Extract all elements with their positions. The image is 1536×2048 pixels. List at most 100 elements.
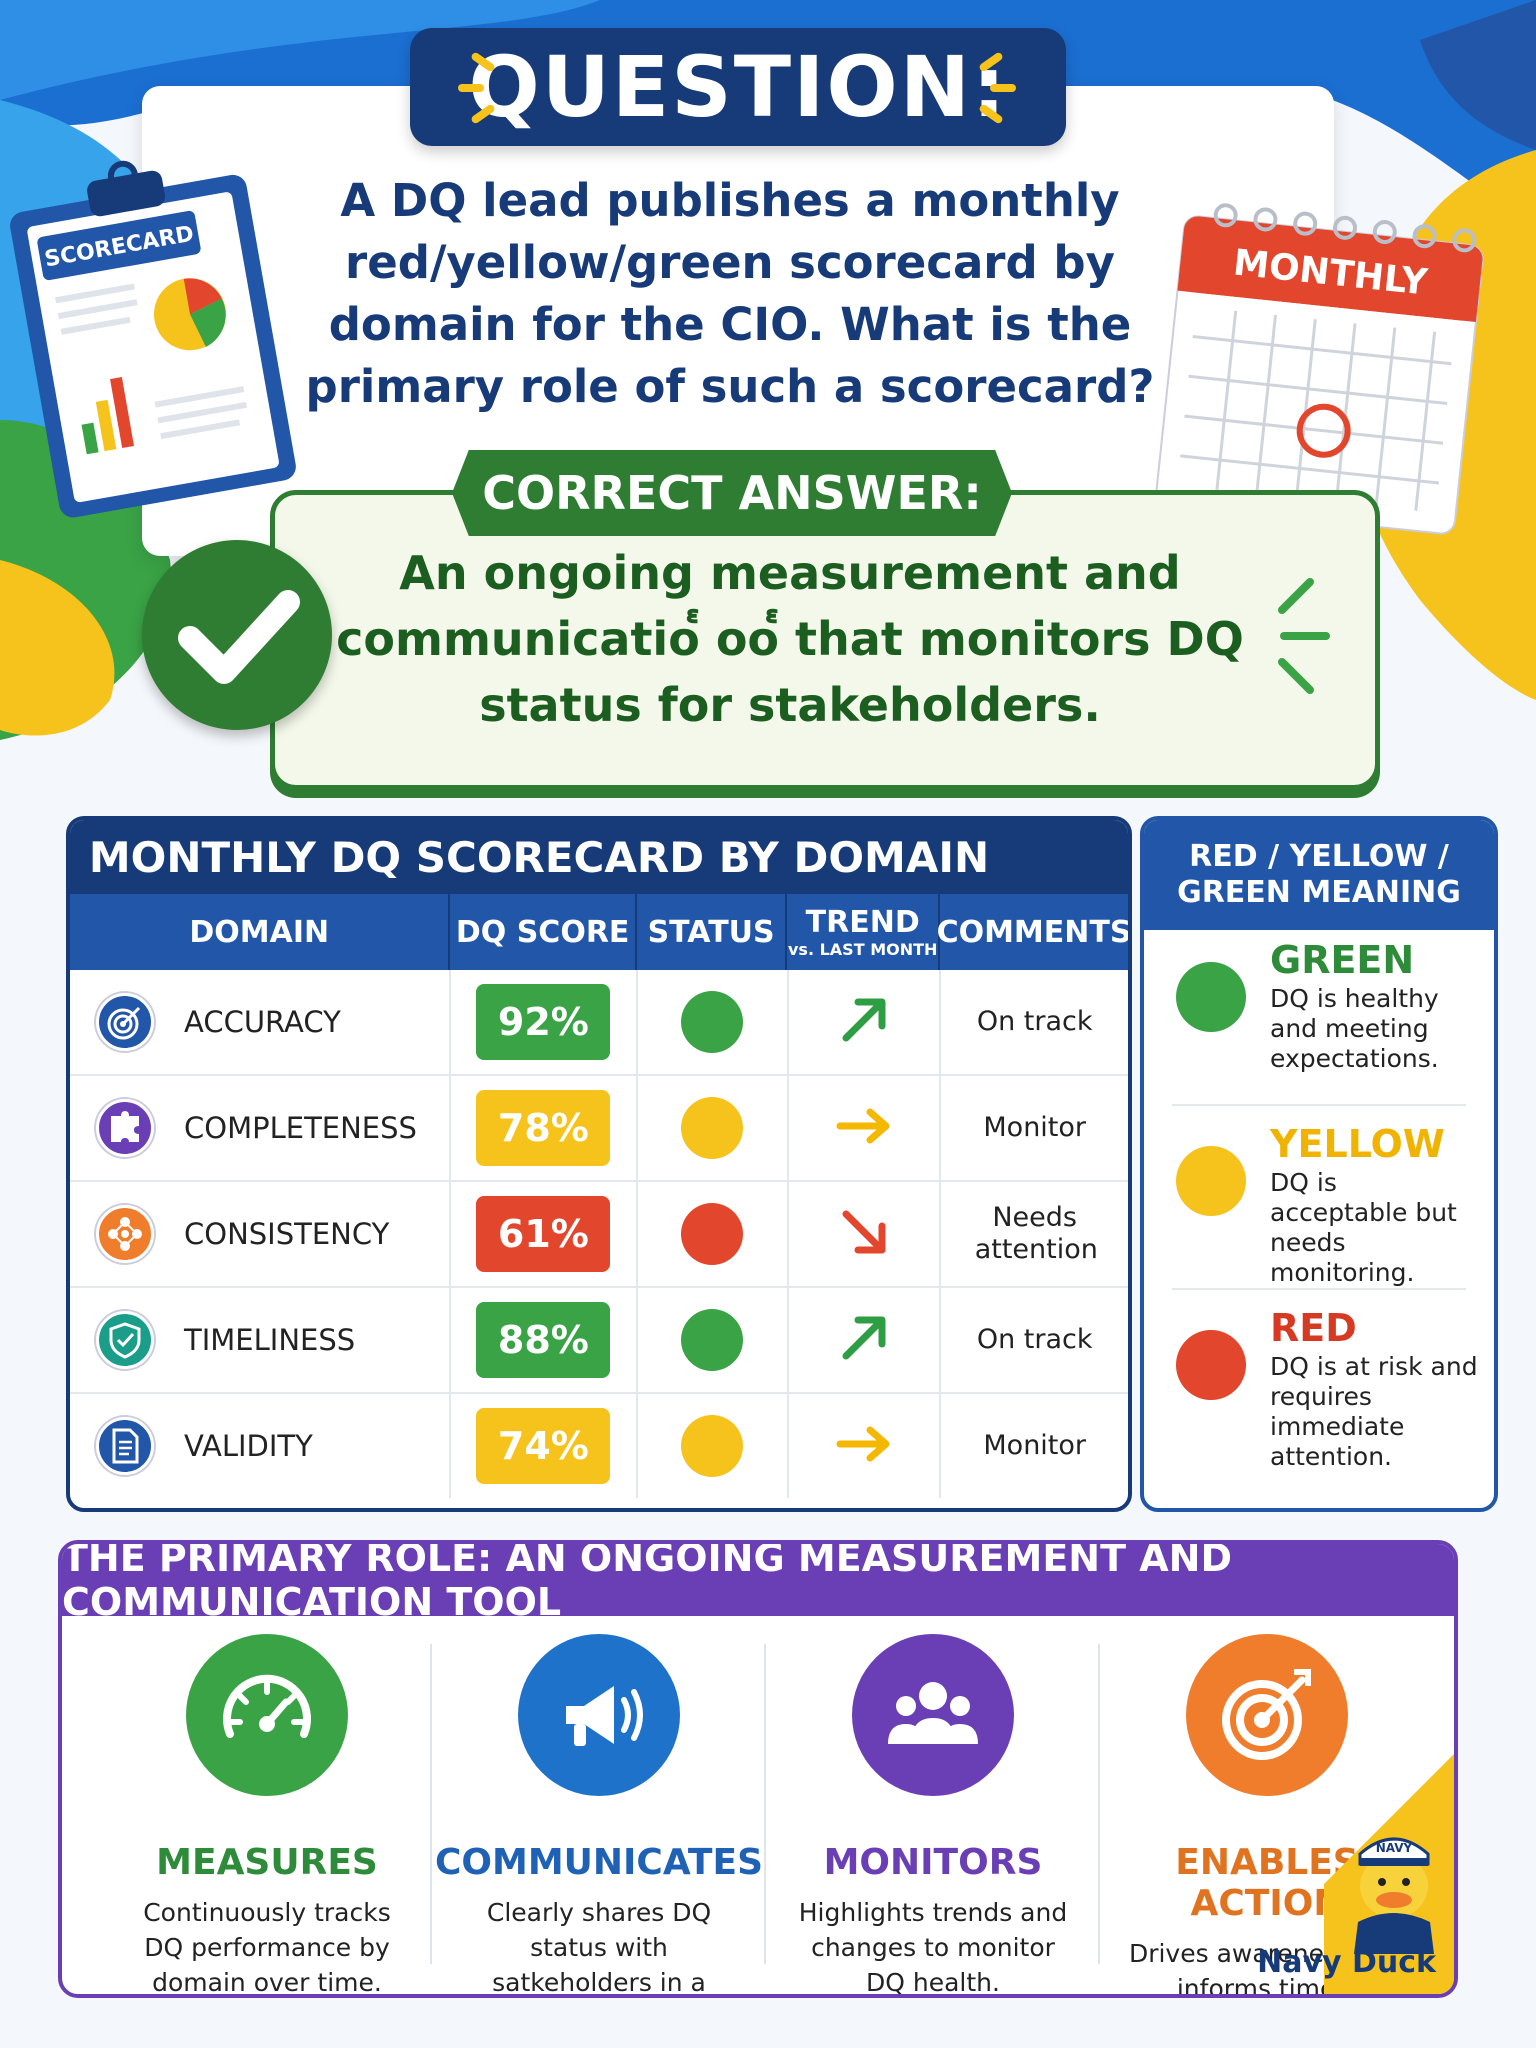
table-row: VALIDITY 74% Monitor <box>70 1394 1128 1498</box>
comment-text: On track <box>976 1006 1093 1037</box>
answer-box <box>270 490 1380 790</box>
legend-item-green: GREEN DQ is healthy and meeting expectat… <box>1144 938 1494 1120</box>
header-score: DQ SCORE <box>450 894 637 970</box>
comment-cell: Monitor <box>941 1394 1128 1498</box>
role-name: MEASURES <box>156 1842 378 1883</box>
duck-hat-text: NAVY <box>1376 1841 1413 1855</box>
domain-label: VALIDITY <box>184 1429 313 1463</box>
header-comments-label: COMMENTS <box>936 914 1132 950</box>
primary-role-title: THE PRIMARY ROLE: AN ONGOING MEASUREMENT… <box>62 1544 1454 1624</box>
legend-name: YELLOW <box>1270 1122 1445 1166</box>
header-score-label: DQ SCORE <box>455 914 630 950</box>
megaphone-icon <box>518 1634 680 1796</box>
question-banner: QUESTION: <box>410 28 1066 146</box>
sparkle-left-2 <box>458 84 484 92</box>
score-cell: 78% <box>451 1076 638 1180</box>
status-cell <box>638 1288 789 1392</box>
legend-description: DQ is at risk and requires immediate att… <box>1270 1352 1478 1471</box>
legend-description: DQ is acceptable but needs monitoring. <box>1270 1168 1457 1287</box>
comment-cell: On track <box>941 1288 1128 1392</box>
header-trend: TREND vs. LAST MONTH <box>787 894 941 970</box>
role-divider <box>1098 1644 1100 1964</box>
document-icon <box>96 1417 154 1475</box>
target-icon <box>96 993 154 1051</box>
puzzle-icon <box>96 1099 154 1157</box>
domain-label: TIMELINESS <box>184 1323 356 1357</box>
status-dot-green <box>681 991 744 1053</box>
header-status-label: STATUS <box>647 914 775 950</box>
legend-dot <box>1176 962 1246 1032</box>
header-comments: COMMENTS <box>937 894 1128 970</box>
comment-text: On track <box>976 1324 1093 1355</box>
trend-flat-arrow-icon <box>832 1412 896 1481</box>
role-name: ENABLES ACTION <box>1175 1842 1359 1924</box>
score-badge: 88% <box>476 1302 611 1378</box>
domain-cell: TIMELINESS <box>70 1288 452 1392</box>
role-description: Highlights trends and changes to monitor… <box>798 1898 1068 1997</box>
trend-flat-arrow-icon <box>832 1094 896 1163</box>
table-row: CONSISTENCY 61% Needs attention <box>70 1182 1128 1288</box>
network-icon <box>96 1205 154 1263</box>
score-badge: 92% <box>476 984 611 1060</box>
score-cell: 88% <box>451 1288 638 1392</box>
score-cell: 92% <box>451 970 638 1074</box>
domain-label: ACCURACY <box>184 1005 341 1039</box>
legend-description: DQ is healthy and meeting expectations. <box>1270 984 1439 1073</box>
score-badge: 74% <box>476 1408 611 1484</box>
header-domain-label: DOMAIN <box>189 914 330 950</box>
domain-cell: CONSISTENCY <box>70 1182 452 1286</box>
scorecard-title: MONTHLY DQ SCORECARD BY DOMAIN <box>70 820 1128 894</box>
brand-label: Navy Duck <box>1257 1945 1436 1980</box>
role-name: COMMUNICATES <box>435 1842 763 1883</box>
status-dot-yellow <box>681 1415 744 1477</box>
table-row: COMPLETENESS 78% Monitor <box>70 1076 1128 1182</box>
header-domain: DOMAIN <box>70 894 451 970</box>
score-badge: 78% <box>476 1090 611 1166</box>
legend-divider <box>1172 1288 1466 1290</box>
sparkle-right-2 <box>990 84 1016 92</box>
legend-dot <box>1176 1330 1246 1400</box>
scorecard-header-row: DOMAIN DQ SCORE STATUS TREND vs. LAST MO… <box>70 894 1128 970</box>
domain-cell: COMPLETENESS <box>70 1076 452 1180</box>
role-divider <box>430 1644 432 1964</box>
comment-text: Monitor <box>983 1430 1087 1461</box>
legend-item-yellow: YELLOW DQ is acceptable but needs monito… <box>1144 1122 1494 1304</box>
comment-cell: Needs attention <box>941 1182 1128 1286</box>
status-cell <box>638 970 789 1074</box>
legend-dot <box>1176 1146 1246 1216</box>
role-description: Clearly shares DQ status with satkeholde… <box>486 1898 712 1997</box>
duck-mascot-icon: NAVY <box>1324 1754 1454 1994</box>
primary-role-section: THE PRIMARY ROLE: AN ONGOING MEASUREMENT… <box>58 1540 1458 1998</box>
trend-cell <box>789 1076 942 1180</box>
trend-cell <box>789 970 942 1074</box>
table-row: TIMELINESS 88% On track <box>70 1288 1128 1394</box>
header-trend-sublabel: vs. LAST MONTH <box>788 940 938 959</box>
comment-text: Needs attention <box>974 1202 1098 1265</box>
answer-sparkle-icon <box>1278 578 1330 694</box>
legend-item-red: RED DQ is at risk and requires immediate… <box>1144 1306 1494 1488</box>
trend-up-arrow-icon <box>832 1306 896 1375</box>
speedometer-icon <box>186 1634 348 1796</box>
shield-icon <box>96 1311 154 1369</box>
trend-cell <box>789 1288 942 1392</box>
scorecard-body: ACCURACY 92% On track COMPLETENESS 78% M… <box>70 970 1128 1498</box>
domain-cell: ACCURACY <box>70 970 452 1074</box>
trend-down-arrow-icon <box>832 1200 896 1269</box>
score-badge: 61% <box>476 1196 611 1272</box>
target-icon <box>1186 1634 1348 1796</box>
status-dot-yellow <box>681 1097 744 1159</box>
comment-cell: On track <box>941 970 1128 1074</box>
monthly-calendar-icon: MONTHLY <box>1155 203 1484 535</box>
domain-label: CONSISTENCY <box>184 1217 390 1251</box>
role-name: MONITORS <box>823 1842 1043 1883</box>
domain-cell: VALIDITY <box>70 1394 452 1498</box>
legend-name: GREEN <box>1270 938 1415 982</box>
answer-banner: CORRECT ANSWER: <box>452 450 1012 536</box>
question-heading: QUESTION: <box>468 38 1008 136</box>
header-status: STATUS <box>637 894 788 970</box>
checkmark-icon <box>142 540 332 730</box>
trend-cell <box>789 1182 942 1286</box>
legend-title: RED / YELLOW / GREEN MEANING <box>1144 820 1494 930</box>
question-text: A DQ lead publishes a monthly red/yellow… <box>305 174 1155 413</box>
legend-name: RED <box>1270 1306 1357 1350</box>
